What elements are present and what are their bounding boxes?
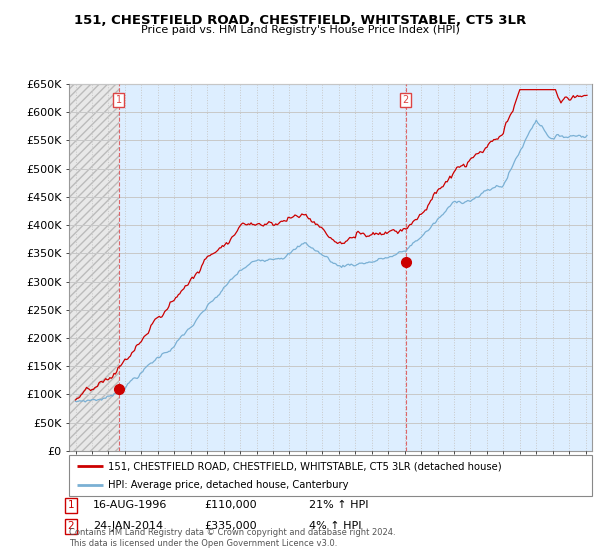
Text: 151, CHESTFIELD ROAD, CHESTFIELD, WHITSTABLE, CT5 3LR: 151, CHESTFIELD ROAD, CHESTFIELD, WHITST… [74,14,526,27]
Text: 2: 2 [403,95,409,105]
Text: 24-JAN-2014: 24-JAN-2014 [93,521,163,531]
Text: 1: 1 [116,95,122,105]
Text: HPI: Average price, detached house, Canterbury: HPI: Average price, detached house, Cant… [108,480,349,489]
Text: 2: 2 [67,521,74,531]
Text: 1: 1 [67,500,74,510]
Text: Contains HM Land Registry data © Crown copyright and database right 2024.
This d: Contains HM Land Registry data © Crown c… [69,528,395,548]
FancyBboxPatch shape [69,455,592,496]
Text: 4% ↑ HPI: 4% ↑ HPI [309,521,361,531]
Text: 151, CHESTFIELD ROAD, CHESTFIELD, WHITSTABLE, CT5 3LR (detached house): 151, CHESTFIELD ROAD, CHESTFIELD, WHITST… [108,461,502,471]
Text: £110,000: £110,000 [204,500,257,510]
Text: Price paid vs. HM Land Registry's House Price Index (HPI): Price paid vs. HM Land Registry's House … [140,25,460,35]
Text: 21% ↑ HPI: 21% ↑ HPI [309,500,368,510]
Text: £335,000: £335,000 [204,521,257,531]
Text: 16-AUG-1996: 16-AUG-1996 [93,500,167,510]
